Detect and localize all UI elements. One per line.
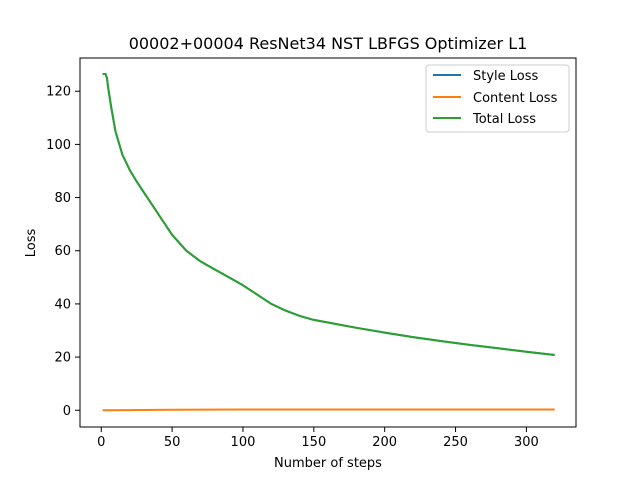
x-tick-label: 100	[231, 435, 256, 450]
y-tick-label: 120	[46, 85, 71, 100]
y-tick-label: 80	[54, 191, 71, 206]
x-axis-label: Number of steps	[274, 456, 382, 471]
legend-box	[425, 64, 570, 133]
x-tick-label: 300	[514, 435, 539, 450]
y-tick-label: 100	[46, 138, 71, 153]
legend-label-total-loss: Total Loss	[472, 112, 536, 127]
x-tick-label: 50	[164, 435, 181, 450]
x-tick-label: 0	[97, 435, 105, 450]
x-tick-label: 250	[443, 435, 468, 450]
legend: Style Loss Content Loss Total Loss	[425, 64, 570, 133]
x-tick-label: 150	[301, 435, 326, 450]
x-axis-ticks: 0 50 100 150 200 250 300	[97, 427, 539, 450]
series-line-total-loss	[102, 73, 555, 356]
y-tick-label: 0	[63, 404, 71, 419]
chart-title: 00002+00004 ResNet34 NST LBFGS Optimizer…	[129, 34, 528, 53]
legend-label-style-loss: Style Loss	[473, 69, 539, 84]
y-tick-label: 40	[54, 297, 71, 312]
series-line-content-loss	[102, 408, 555, 412]
series-layer	[102, 73, 555, 412]
legend-label-content-loss: Content Loss	[473, 91, 558, 106]
y-tick-label: 60	[54, 244, 71, 259]
y-axis-ticks: 0 20 40 60 80 100 120	[46, 85, 80, 419]
plot-frame	[79, 57, 577, 428]
y-tick-label: 20	[54, 351, 71, 366]
x-tick-label: 200	[372, 435, 397, 450]
y-axis-label: Loss	[24, 229, 39, 258]
